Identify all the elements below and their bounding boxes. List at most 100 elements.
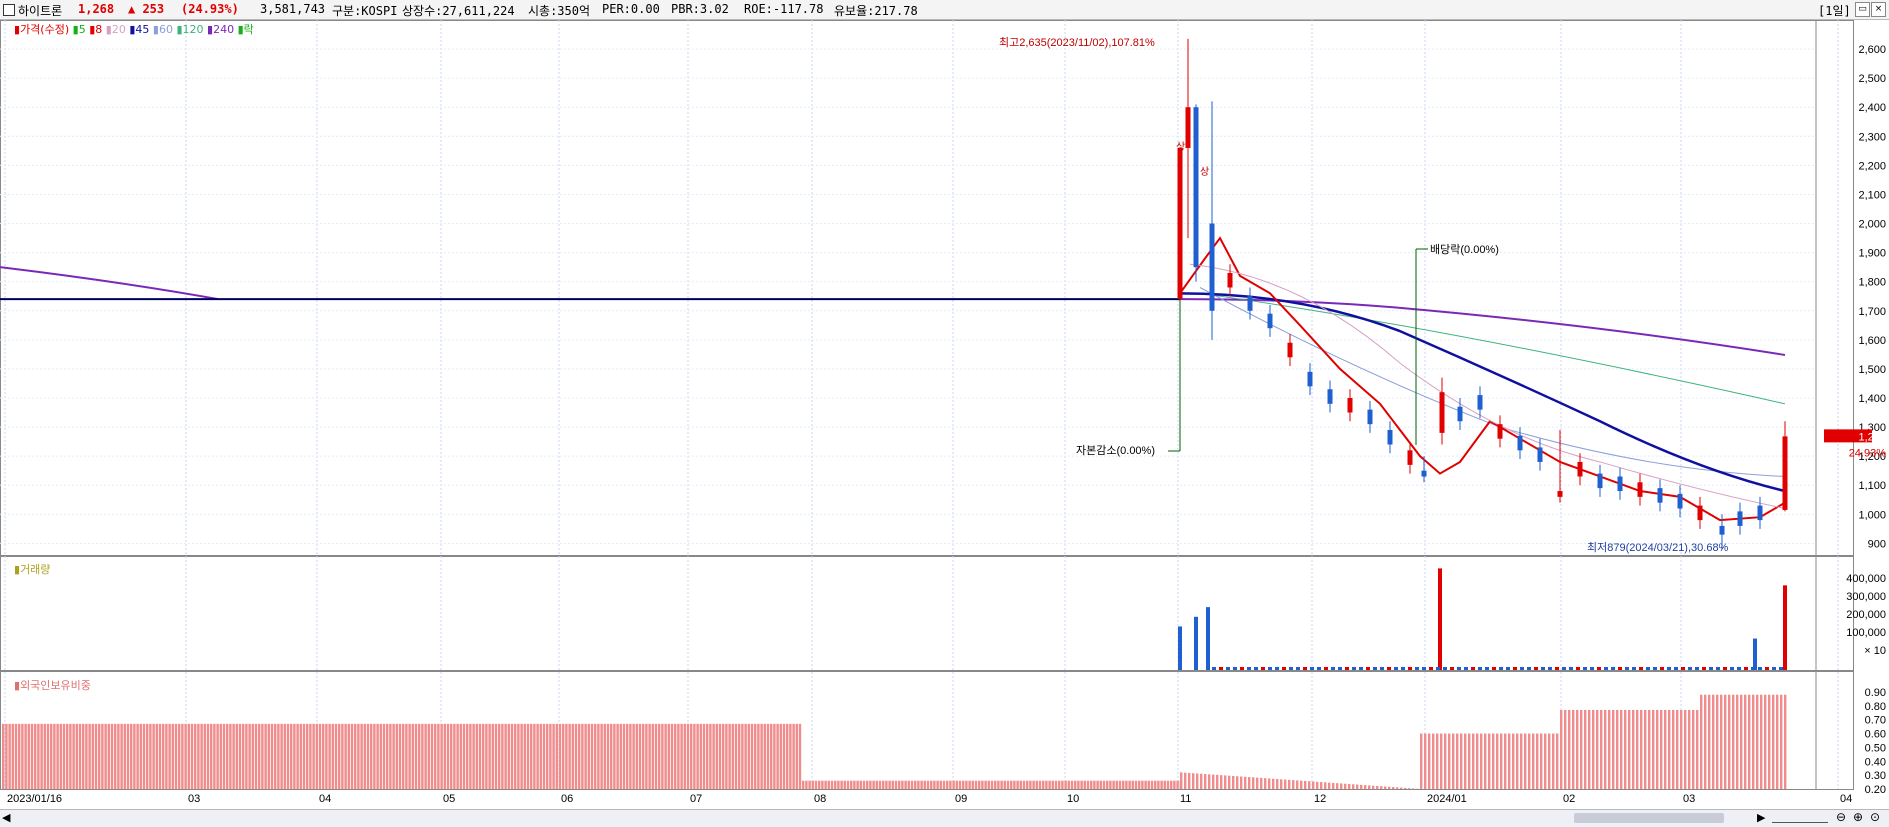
foreign-ratio-bar — [1692, 710, 1694, 789]
foreign-ratio-bar — [1268, 778, 1270, 789]
foreign-ratio-bar — [1408, 788, 1410, 789]
zoom-slider[interactable] — [1772, 812, 1828, 823]
foreign-ratio-bar — [415, 724, 417, 789]
foreign-ratio-bar — [255, 724, 257, 789]
foreign-ratio-bar — [306, 724, 308, 789]
foreign-ratio-bar — [1492, 734, 1494, 789]
change-percent: (24.93%) — [181, 2, 239, 16]
scroll-thumb[interactable] — [1574, 813, 1724, 823]
volume-tick-label: 100,000 — [1846, 627, 1886, 639]
foreign-ratio-bar — [1380, 786, 1382, 789]
foreign-ratio-bar — [1004, 781, 1006, 789]
foreign-ratio-bar — [114, 724, 116, 789]
foreign-ratio-bar — [632, 724, 634, 789]
foreign-ratio-bar — [1173, 781, 1175, 789]
volume-bar — [1331, 667, 1335, 670]
foreign-ratio-bar — [853, 781, 855, 789]
foreign-ratio-bar — [1048, 781, 1050, 789]
foreign-legend: ▮외국인보유비중 — [14, 677, 91, 693]
volume-bar — [1751, 667, 1755, 670]
foreign-ratio-bar — [271, 724, 273, 789]
restore-icon[interactable]: ▭ — [1855, 2, 1870, 17]
foreign-ratio-bar — [770, 724, 772, 789]
foreign-ratio-bar — [786, 724, 788, 789]
foreign-ratio-bar — [1232, 776, 1234, 789]
foreign-legend-label: 외국인보유비중 — [20, 679, 91, 692]
foreign-ratio-bar — [178, 724, 180, 789]
foreign-ratio-bar — [1220, 775, 1222, 789]
foreign-ratio-bar — [1636, 710, 1638, 789]
foreign-ratio-bar — [1624, 710, 1626, 789]
foreign-ratio-bar — [1372, 786, 1374, 789]
foreign-ratio-bar — [658, 724, 660, 789]
volume-bar — [1702, 667, 1706, 670]
foreign-ratio-bar — [1448, 734, 1450, 789]
volume-bar — [1401, 667, 1405, 670]
foreign-ratio-bar — [191, 724, 193, 789]
candle-body — [1422, 471, 1427, 477]
period-selector[interactable]: [1일] — [1818, 2, 1851, 19]
foreign-ratio-bar — [808, 781, 810, 789]
horizontal-scrollbar[interactable]: ◀ ▶ ⊖ ⊕ ⊙ — [0, 809, 1889, 827]
scroll-left-icon[interactable]: ◀ — [2, 811, 10, 824]
foreign-ratio-bar — [725, 724, 727, 789]
close-icon[interactable]: × — [1871, 2, 1886, 17]
foreign-ratio-bar — [44, 724, 46, 789]
foreign-ratio-bar — [1157, 781, 1159, 789]
volume-bar — [1611, 667, 1615, 670]
foreign-ratio-bar — [975, 781, 977, 789]
foreign-ratio-bar — [1284, 780, 1286, 789]
volume-bar — [1716, 667, 1720, 670]
foreign-ratio-bar — [1700, 695, 1702, 789]
foreign-ratio-bar — [213, 724, 215, 789]
foreign-ratio-bar — [1204, 774, 1206, 789]
foreign-ratio-bar — [1288, 780, 1290, 789]
price-change: ▲ 253 — [128, 2, 164, 16]
foreign-ratio-bar — [1128, 781, 1130, 789]
foreign-ratio-bar — [1064, 781, 1066, 789]
foreign-ratio-bar — [95, 724, 97, 789]
foreign-ratio-bar — [1772, 695, 1774, 789]
select-checkbox[interactable] — [3, 4, 15, 16]
foreign-ratio-bar — [1167, 781, 1169, 789]
volume-bar — [1653, 667, 1657, 670]
foreign-ratio-bar — [1135, 781, 1137, 789]
foreign-ratio-bar — [978, 781, 980, 789]
candle-body — [1698, 506, 1703, 521]
volume-bar — [1646, 667, 1650, 670]
volume-bar — [1590, 667, 1594, 670]
foreign-ratio-bar — [1704, 695, 1706, 789]
foreign-ratio-bar — [1112, 781, 1114, 789]
foreign-ratio-bar — [1364, 785, 1366, 789]
volume-bar — [1178, 626, 1182, 670]
foreign-ratio-bar — [930, 781, 932, 789]
volume-bar — [1422, 667, 1426, 670]
foreign-ratio-bar — [680, 724, 682, 789]
foreign-ratio-bar — [1784, 695, 1786, 789]
foreign-ratio-bar — [460, 724, 462, 789]
foreign-ratio-bar — [428, 724, 430, 789]
foreign-ratio-bar — [572, 724, 574, 789]
candle-body — [1558, 491, 1563, 497]
zoom-in-icon[interactable]: ⊕ — [1853, 810, 1863, 824]
foreign-ratio-bar — [261, 724, 263, 789]
volume-bar — [1632, 667, 1636, 670]
scroll-right-icon[interactable]: ▶ — [1757, 811, 1765, 824]
foreign-tick-label: 0.50 — [1865, 742, 1886, 754]
foreign-ratio-bar — [1596, 710, 1598, 789]
foreign-ratio-bar — [156, 724, 158, 789]
foreign-ratio-bar — [1656, 710, 1658, 789]
zoom-out-icon[interactable]: ⊖ — [1836, 810, 1846, 824]
foreign-ratio-bar — [1616, 710, 1618, 789]
foreign-ratio-bar — [565, 724, 567, 789]
foreign-ratio-bar — [904, 781, 906, 789]
foreign-ratio-bar — [437, 724, 439, 789]
zoom-fit-icon[interactable]: ⊙ — [1870, 810, 1880, 824]
foreign-ratio-bar — [1412, 788, 1414, 789]
foreign-ratio-bar — [984, 781, 986, 789]
foreign-ratio-bar — [360, 724, 362, 789]
foreign-ratio-bar — [1432, 734, 1434, 789]
foreign-ratio-bar — [1584, 710, 1586, 789]
stock-name[interactable]: 하이트론 — [18, 2, 62, 19]
